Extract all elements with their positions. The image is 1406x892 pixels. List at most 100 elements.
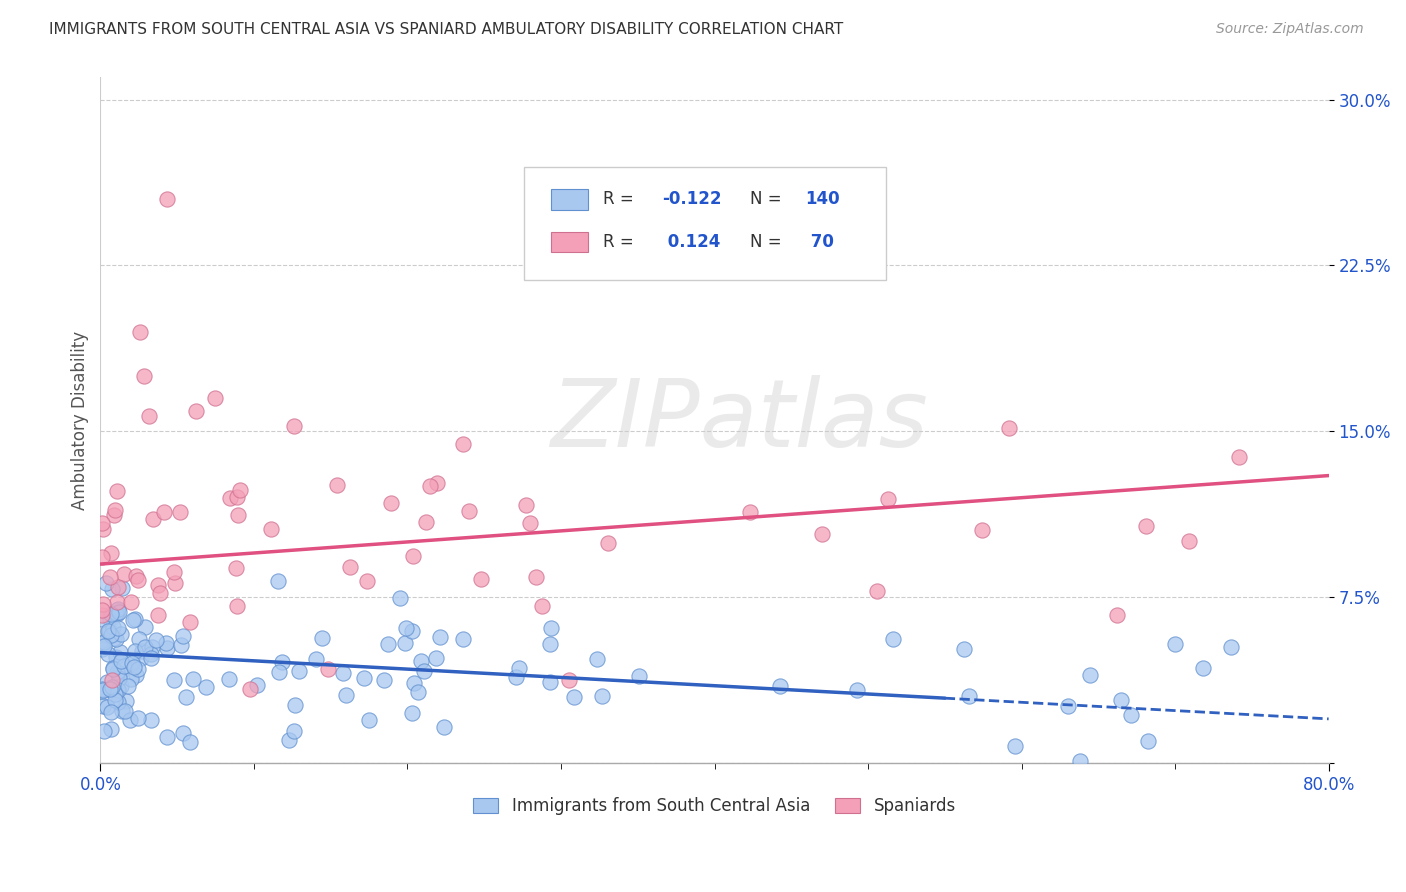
Point bbox=[96, 699, 118, 714]
Point bbox=[104, 632, 127, 646]
Point bbox=[846, 682, 869, 697]
Point bbox=[997, 421, 1019, 435]
Point bbox=[134, 620, 156, 634]
Point bbox=[380, 496, 402, 510]
Point bbox=[90, 682, 112, 697]
Point bbox=[433, 720, 456, 734]
Point bbox=[339, 560, 361, 574]
Point bbox=[311, 631, 333, 645]
Point bbox=[122, 660, 145, 674]
Point bbox=[97, 647, 120, 661]
Point bbox=[470, 572, 492, 586]
Text: Source: ZipAtlas.com: Source: ZipAtlas.com bbox=[1216, 22, 1364, 37]
Point bbox=[100, 722, 122, 736]
Text: -0.122: -0.122 bbox=[662, 191, 721, 209]
Point bbox=[122, 613, 145, 627]
Point bbox=[111, 704, 134, 718]
Point bbox=[266, 574, 288, 589]
Point bbox=[585, 652, 607, 666]
Point bbox=[1119, 708, 1142, 723]
Point bbox=[156, 641, 179, 656]
Point bbox=[120, 595, 142, 609]
Point bbox=[1109, 693, 1132, 707]
Point bbox=[155, 636, 177, 650]
Point bbox=[176, 690, 198, 705]
Text: 70: 70 bbox=[806, 233, 834, 251]
Point bbox=[269, 665, 291, 680]
Point bbox=[1178, 534, 1201, 549]
Point bbox=[101, 620, 124, 634]
Point bbox=[163, 575, 186, 590]
Point bbox=[179, 735, 201, 749]
Point bbox=[91, 683, 114, 698]
Point bbox=[172, 629, 194, 643]
Point bbox=[139, 651, 162, 665]
Point bbox=[141, 640, 163, 654]
Point bbox=[107, 580, 129, 594]
Point bbox=[353, 672, 375, 686]
Point bbox=[105, 483, 128, 498]
Point bbox=[91, 635, 114, 649]
Point bbox=[129, 650, 152, 665]
Point bbox=[429, 630, 451, 644]
Point bbox=[377, 637, 399, 651]
Legend: Immigrants from South Central Asia, Spaniards: Immigrants from South Central Asia, Span… bbox=[465, 789, 965, 823]
Point bbox=[91, 682, 114, 697]
Point bbox=[228, 508, 250, 522]
Point bbox=[304, 652, 326, 666]
Point bbox=[103, 661, 125, 675]
Point bbox=[110, 654, 132, 668]
Point bbox=[229, 483, 252, 497]
Point bbox=[225, 560, 247, 574]
Point bbox=[101, 662, 124, 676]
Point bbox=[278, 732, 301, 747]
Point bbox=[125, 668, 148, 682]
Point bbox=[218, 491, 240, 506]
Point bbox=[538, 637, 561, 651]
Y-axis label: Ambulatory Disability: Ambulatory Disability bbox=[72, 331, 89, 510]
Point bbox=[98, 570, 121, 584]
Point bbox=[409, 654, 432, 668]
Point bbox=[591, 689, 613, 703]
Point bbox=[162, 565, 184, 579]
Point bbox=[108, 666, 131, 681]
Point bbox=[112, 566, 135, 581]
Point bbox=[882, 632, 904, 646]
Point bbox=[1135, 518, 1157, 533]
Point bbox=[288, 664, 311, 678]
Point bbox=[103, 508, 125, 522]
Point bbox=[100, 705, 122, 719]
Point bbox=[1004, 739, 1026, 753]
Point bbox=[104, 693, 127, 707]
Point bbox=[128, 573, 150, 587]
Point bbox=[101, 582, 124, 596]
Point bbox=[91, 522, 114, 536]
Point bbox=[152, 505, 174, 519]
Point bbox=[316, 662, 339, 676]
Text: IMMIGRANTS FROM SOUTH CENTRAL ASIA VS SPANIARD AMBULATORY DISABILITY CORRELATION: IMMIGRANTS FROM SOUTH CENTRAL ASIA VS SP… bbox=[49, 22, 844, 37]
Point bbox=[769, 679, 792, 693]
Point bbox=[425, 650, 447, 665]
Point bbox=[114, 694, 136, 708]
Point bbox=[239, 682, 262, 697]
Point bbox=[149, 586, 172, 600]
Point bbox=[100, 607, 122, 622]
Point bbox=[1191, 661, 1213, 675]
FancyBboxPatch shape bbox=[551, 232, 588, 252]
Point bbox=[169, 505, 191, 519]
Point bbox=[388, 591, 411, 606]
Point bbox=[98, 682, 121, 697]
Point bbox=[186, 404, 208, 418]
Point bbox=[91, 597, 114, 611]
Point bbox=[1136, 734, 1159, 748]
Point bbox=[406, 685, 429, 699]
Point bbox=[402, 675, 425, 690]
Point bbox=[505, 670, 527, 684]
Text: N =: N = bbox=[751, 233, 787, 251]
Point bbox=[97, 624, 120, 638]
Point bbox=[179, 615, 201, 629]
Point bbox=[127, 711, 149, 725]
Point bbox=[107, 605, 129, 619]
Point bbox=[876, 492, 898, 507]
Point bbox=[204, 391, 226, 405]
